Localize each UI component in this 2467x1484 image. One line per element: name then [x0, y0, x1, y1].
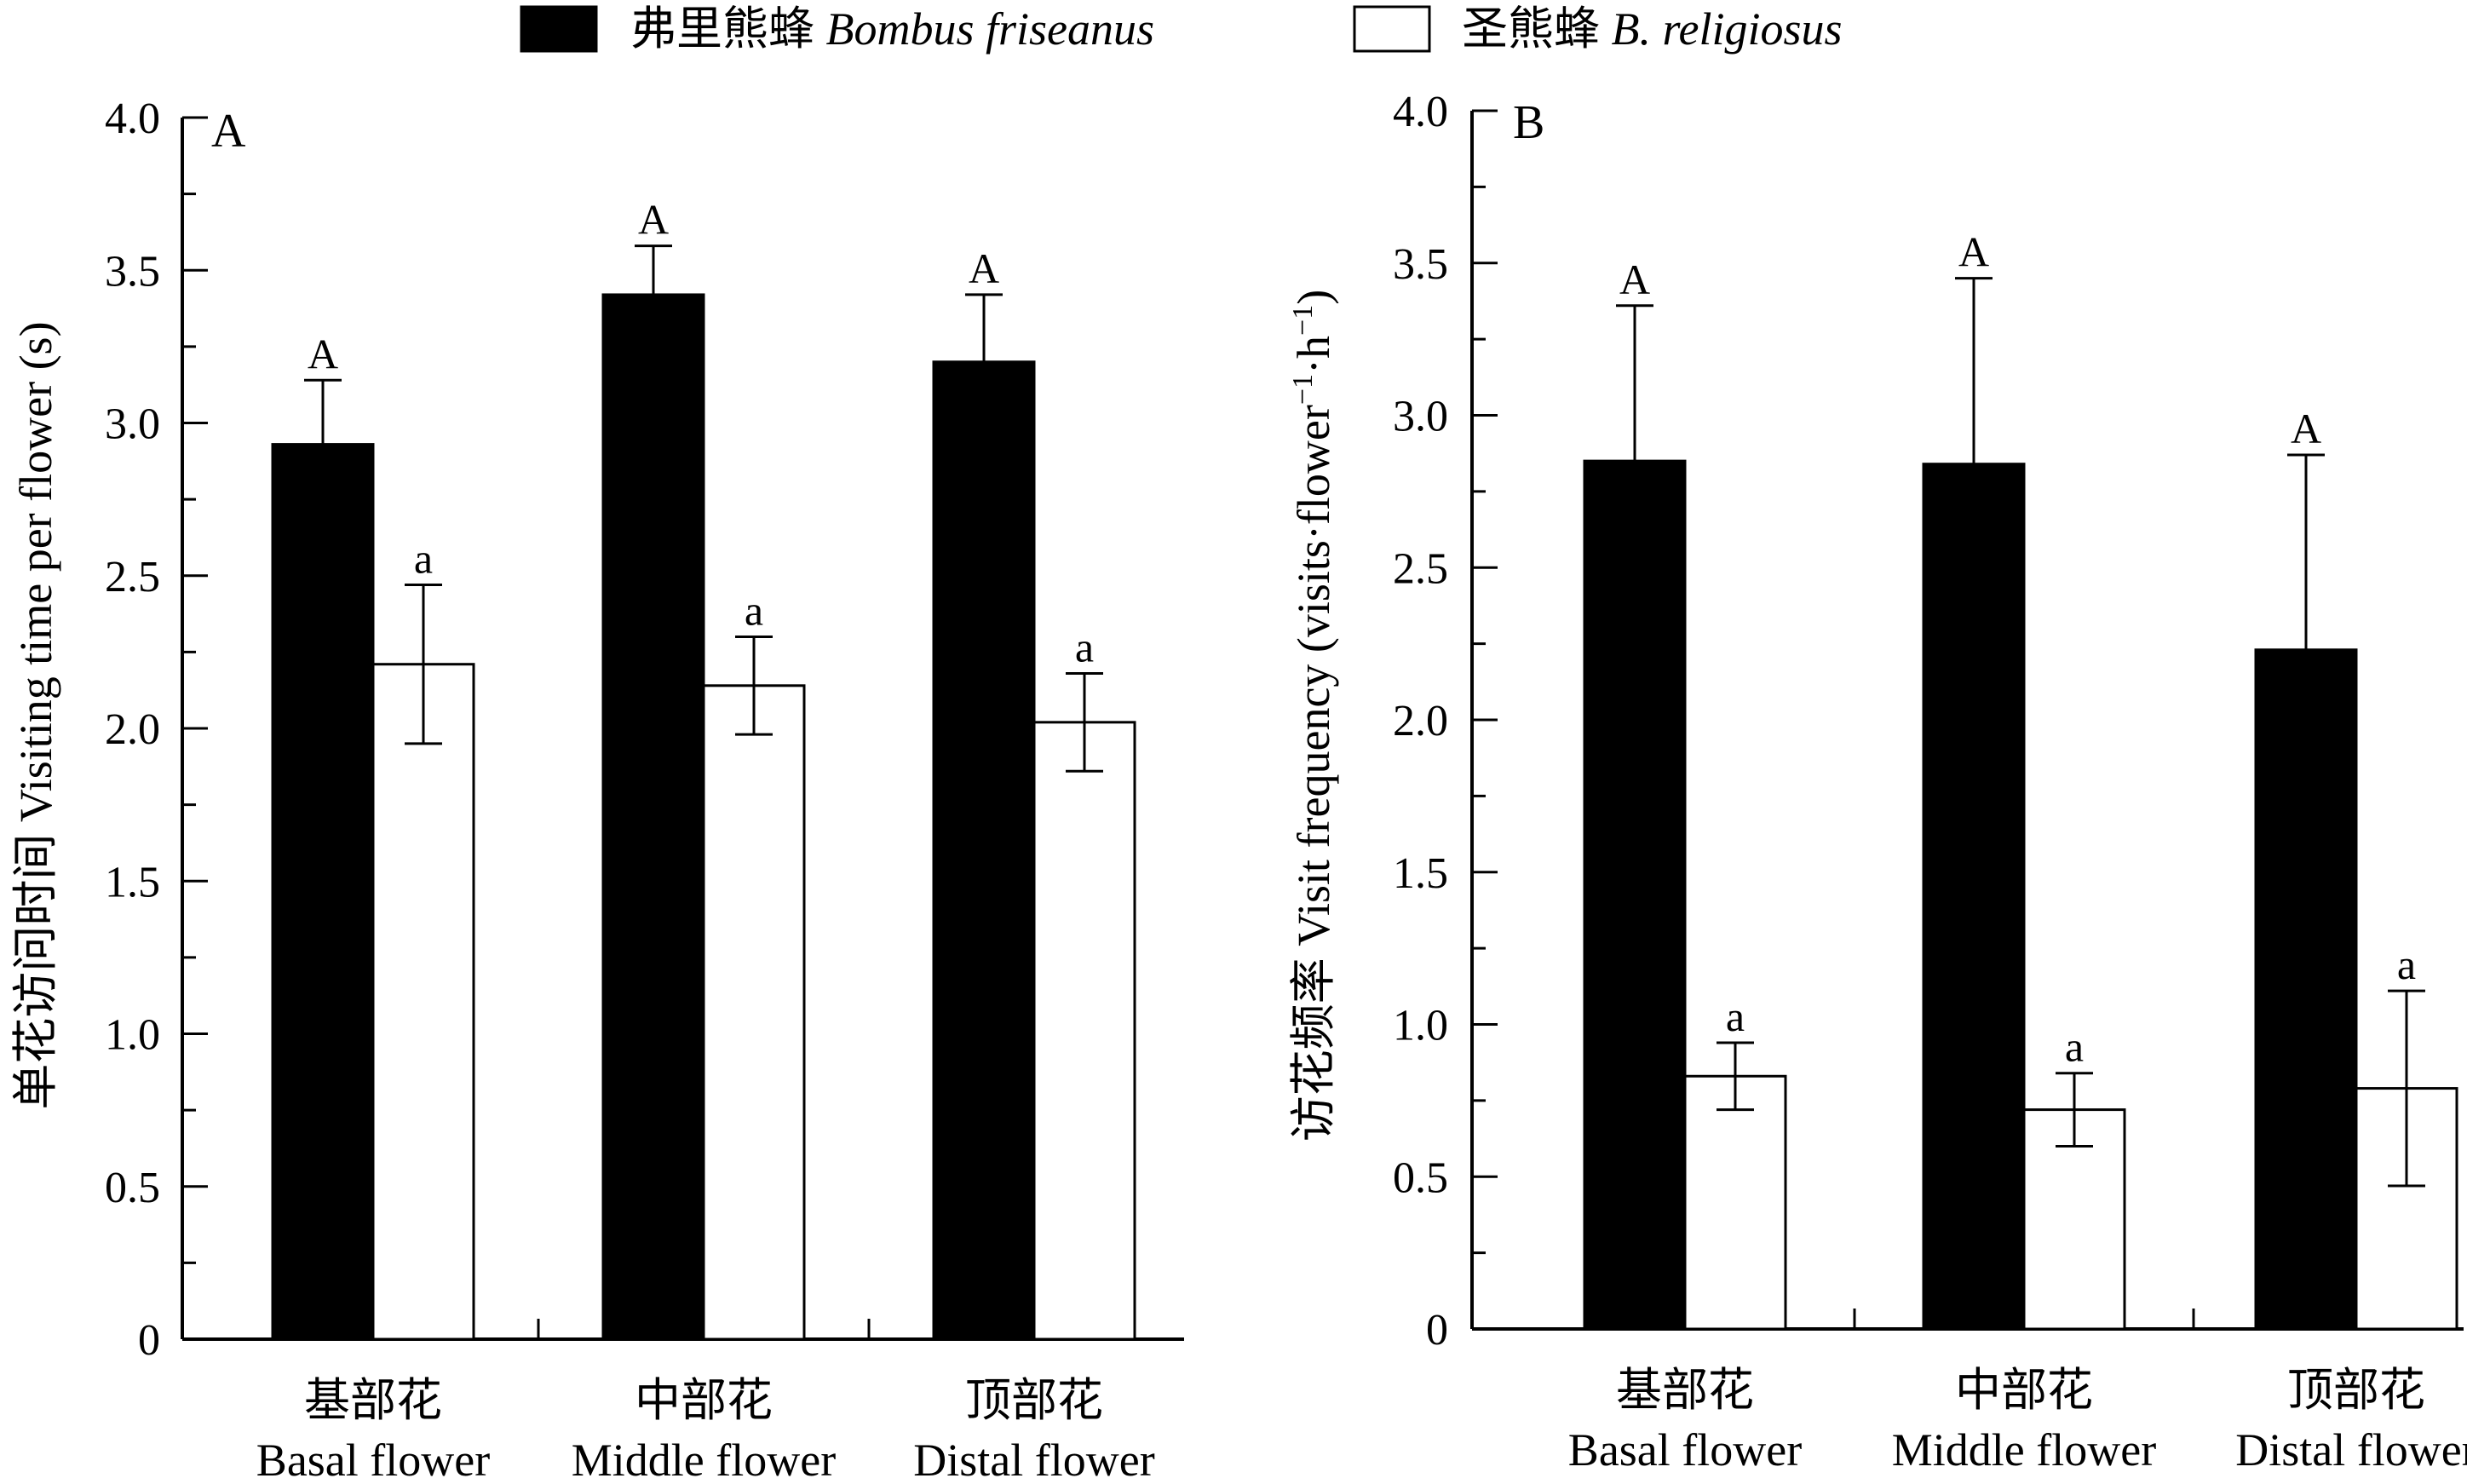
panel-a-axes: 0 0.5 1.0 1.5 2.0 2.5 3.0 3.5 4.0 基部花 Basal flower… [105, 95, 1184, 1484]
panel-b-significance-letter: A [1619, 256, 1650, 303]
panel-a-label: A [211, 105, 246, 158]
panel-a-y-tick-label: 0 [138, 1316, 160, 1365]
panel-b-bar-series-1 [1922, 463, 2026, 1331]
panel-a-category-label-en: Distal flower [913, 1435, 1154, 1484]
panel-a-significance-letter: a [414, 535, 433, 583]
panel-a-bar-series-2 [371, 663, 475, 1341]
panel-a-category-label-en: Middle flower [572, 1435, 836, 1484]
panel-b-bar-series-2 [1683, 1074, 1787, 1331]
panel-b-y-tick-label: 1.0 [1393, 1002, 1448, 1050]
panel-a-bar-series-1 [601, 293, 705, 1341]
panel-a-y-axis-title: 单花访问时间 Visiting time per flower (s) [10, 321, 61, 1109]
panel-b-y-tick-label: 4.0 [1393, 88, 1448, 136]
panel-b-y-tick-label: 0.5 [1393, 1153, 1448, 1202]
panel-a-category-label-cn: 基部花 [304, 1375, 442, 1426]
legend: 弗里熊蜂 Bombus friseanus 圣熊蜂 B. religiosus [520, 3, 1843, 55]
panel-b: B 0 0.5 1.0 1.5 2.0 2.5 3.0 3.5 4.0 基部花 Basal flow… [1287, 88, 2467, 1475]
panel-b-significance-letter: A [2291, 405, 2321, 452]
panel-a-category-label-cn: 中部花 [635, 1375, 773, 1426]
panel-a-bar-series-1 [932, 360, 1036, 1341]
panel-b-y-tick-label: 2.5 [1393, 544, 1448, 593]
panel-a: A 0 0.5 1.0 1.5 2.0 2.5 3.0 3.5 4.0 基部花 Basal flow… [10, 95, 1184, 1484]
panel-a-category-label-cn: 顶部花 [965, 1375, 1103, 1426]
panel-a-significance-letter: a [745, 586, 763, 634]
panel-b-bar-series-1 [2254, 648, 2358, 1331]
panel-a-y-tick-label: 1.0 [105, 1011, 160, 1060]
panel-a-y-tick-label: 3.5 [105, 247, 160, 296]
legend-label-series-2: 圣熊蜂 B. religiosus [1462, 3, 1843, 55]
panel-b-significance-letter: a [2065, 1023, 2084, 1071]
panel-b-bars: A A Aa a a [1583, 228, 2458, 1331]
panel-a-significance-letter: A [638, 196, 669, 244]
panel-b-category-label-cn: 基部花 [1616, 1365, 1754, 1416]
panel-b-significance-letter: a [2397, 940, 2416, 988]
panel-a-y-tick-label: 1.5 [105, 858, 160, 906]
panel-b-y-tick-label: 0 [1426, 1306, 1448, 1355]
panel-b-category-label-en: Distal flower [2235, 1424, 2467, 1475]
legend-swatch-series-1 [520, 5, 598, 53]
legend-label-series-1: 弗里熊蜂 Bombus friseanus [630, 3, 1154, 55]
panel-b-axes: 0 0.5 1.0 1.5 2.0 2.5 3.0 3.5 4.0 基部花 Basal flower… [1393, 88, 2467, 1475]
panel-b-bar-series-1 [1583, 459, 1687, 1331]
panel-a-y-tick-label: 4.0 [105, 95, 160, 143]
panel-b-category-label-cn: 顶部花 [2287, 1365, 2425, 1416]
panel-b-y-tick-label: 3.5 [1393, 240, 1448, 289]
panel-a-bar-series-2 [702, 684, 806, 1341]
panel-a-bar-series-2 [1032, 721, 1136, 1341]
panel-b-category-label-cn: 中部花 [1955, 1365, 2093, 1416]
panel-a-y-tick-label: 0.5 [105, 1164, 160, 1212]
panel-b-y-tick-label: 3.0 [1393, 393, 1448, 441]
panel-b-y-tick-label: 2.0 [1393, 697, 1448, 745]
panel-b-y-tick-label: 1.5 [1393, 849, 1448, 898]
legend-swatch-series-2 [1353, 5, 1431, 53]
panel-b-significance-letter: a [1726, 992, 1745, 1040]
panel-b-y-axis-title: 访花频率 Visit frequency (visits·flower−1·h−… [1287, 290, 1339, 1142]
panel-b-category-label-en: Middle flower [1892, 1424, 2156, 1475]
panel-a-significance-letter: A [308, 330, 338, 377]
panel-a-y-tick-label: 2.0 [105, 705, 160, 754]
panel-a-significance-letter: a [1075, 623, 1094, 670]
panel-b-label: B [1513, 96, 1544, 149]
panel-a-bars: A A Aa a a [271, 196, 1136, 1341]
panel-a-y-tick-label: 2.5 [105, 553, 160, 601]
panel-a-bar-series-1 [271, 443, 375, 1341]
panel-b-category-label-en: Basal flower [1568, 1424, 1802, 1475]
panel-a-significance-letter: A [969, 244, 999, 292]
panel-a-category-label-en: Basal flower [256, 1435, 490, 1484]
panel-b-significance-letter: A [1958, 228, 1989, 276]
panel-a-y-tick-label: 3.0 [105, 400, 160, 449]
